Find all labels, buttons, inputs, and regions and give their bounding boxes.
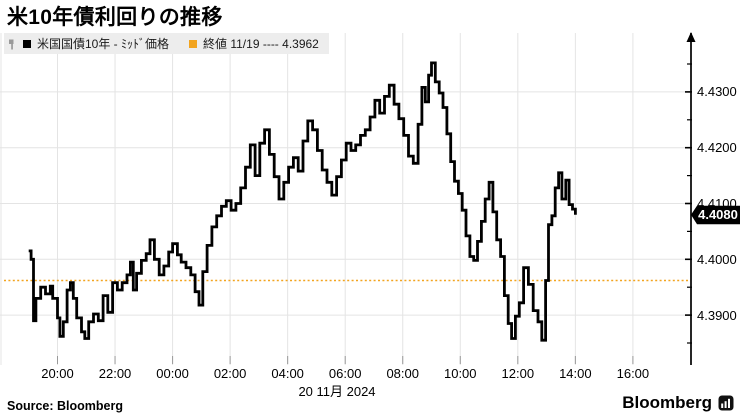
- bloomberg-logo-text: Bloomberg: [622, 393, 712, 412]
- x-tick-label: 04:00: [271, 366, 304, 381]
- x-tick-label: 10:00: [443, 366, 477, 381]
- close-marker-square: [189, 39, 198, 48]
- y-tick-label: 4.4000: [697, 251, 737, 267]
- bloomberg-logo: Bloomberg: [622, 393, 734, 413]
- last-price-tag: [691, 205, 740, 225]
- x-tick-label: 12:00: [501, 366, 535, 381]
- legend-series-label: 米国国債10年 - ﾐｯﾄﾞ価格: [37, 37, 170, 51]
- y-axis-arrow: [686, 32, 696, 42]
- chart-legend: 米国国債10年 - ﾐｯﾄﾞ価格 終値 11/19 ---- 4.3962: [4, 33, 329, 54]
- x-tick-label: 14:00: [559, 366, 592, 381]
- x-tick-label: 16:00: [616, 366, 650, 381]
- x-axis-date-label: 20 11月 2024: [298, 384, 376, 399]
- y-tick-label: 4.4200: [697, 140, 737, 156]
- price-step-line: [28, 61, 577, 342]
- x-tick-label: 20:00: [41, 366, 74, 381]
- source-credit: Source: Bloomberg: [7, 399, 123, 413]
- x-tick-label: 06:00: [328, 366, 362, 381]
- last-price-tag-label: 4.4080: [698, 207, 738, 222]
- y-tick-label: 4.3900: [697, 307, 737, 323]
- bloomberg-app-icon: [718, 395, 734, 411]
- x-tick-label: 00:00: [156, 366, 189, 381]
- legend-pin-icon: [9, 39, 14, 49]
- y-tick-label: 4.4300: [697, 84, 737, 100]
- x-tick-label: 02:00: [213, 366, 247, 381]
- y-tick-label: 4.4100: [697, 196, 737, 211]
- page-title: 米10年債利回りの推移: [7, 6, 223, 29]
- legend-close-label: 終値 11/19 ---- 4.3962: [203, 37, 319, 51]
- series-marker-square: [23, 39, 31, 48]
- x-tick-label: 22:00: [98, 366, 132, 381]
- x-tick-label: 08:00: [386, 366, 419, 381]
